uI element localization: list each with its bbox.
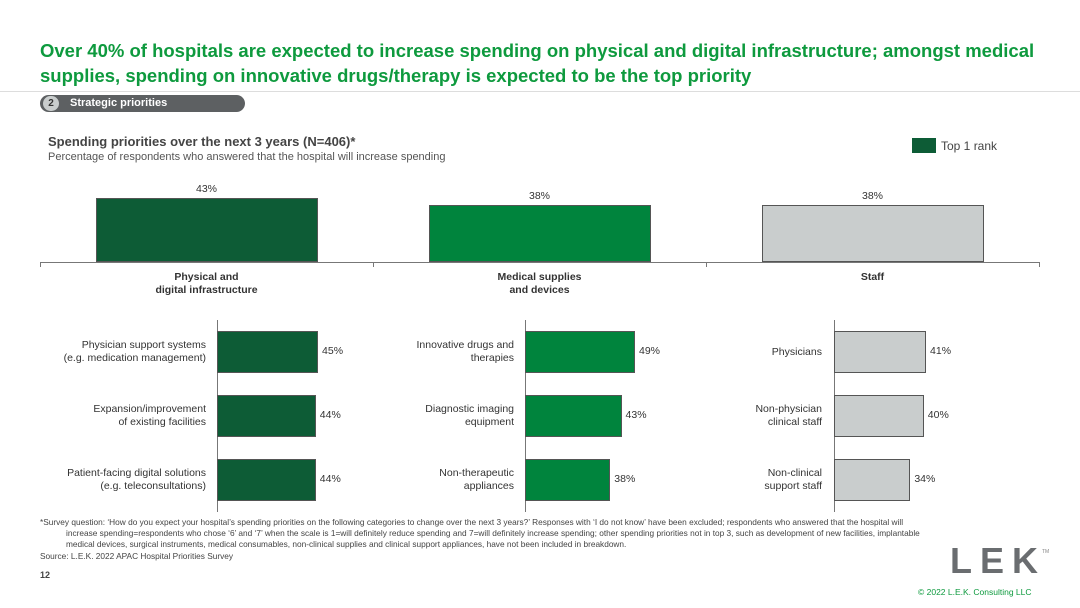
category-label: Non-clinical support staff bbox=[764, 467, 822, 492]
divider bbox=[0, 91, 1080, 92]
value-label: 38% bbox=[861, 190, 883, 203]
category-label: Physician support systems (e.g. medicati… bbox=[63, 339, 206, 364]
category-label: Patient-facing digital solutions (e.g. t… bbox=[67, 467, 206, 492]
slide-title: Over 40% of hospitals are expected to in… bbox=[40, 40, 1035, 86]
axis-tick bbox=[706, 262, 707, 267]
axis-tick bbox=[40, 262, 41, 267]
value-label: 43% bbox=[195, 182, 217, 195]
category-label: Non-physician clinical staff bbox=[755, 403, 822, 428]
bar bbox=[834, 395, 924, 437]
legend-label: Top 1 rank bbox=[941, 139, 998, 153]
value-label: 44% bbox=[319, 473, 341, 485]
value-label: 40% bbox=[927, 409, 949, 421]
source: Source: L.E.K. 2022 APAC Hospital Priori… bbox=[40, 551, 234, 561]
category-label: Physicians bbox=[771, 345, 822, 358]
legend-swatch bbox=[912, 138, 936, 153]
bar bbox=[761, 205, 984, 262]
category-label: Physical and digital infrastructure bbox=[155, 271, 258, 296]
copyright: © 2022 L.E.K. Consulting LLC bbox=[918, 587, 1032, 597]
bar bbox=[834, 459, 911, 501]
footnote: *Survey question: ‘How do you expect you… bbox=[40, 517, 920, 549]
axis-line bbox=[40, 262, 1040, 263]
bar bbox=[217, 331, 319, 373]
bar bbox=[217, 459, 316, 501]
axis-tick bbox=[1039, 262, 1040, 267]
category-label: Non-therapeutic appliances bbox=[439, 467, 514, 492]
value-label: 49% bbox=[639, 345, 661, 357]
bar bbox=[95, 197, 318, 262]
chart-title: Spending priorities over the next 3 year… bbox=[48, 134, 356, 149]
value-label: 41% bbox=[930, 345, 952, 357]
category-label: Innovative drugs and therapies bbox=[416, 339, 514, 364]
value-label: 44% bbox=[319, 409, 341, 421]
bar bbox=[525, 331, 635, 373]
bar bbox=[834, 331, 927, 373]
chart-subtitle: Percentage of respondents who answered t… bbox=[48, 151, 446, 163]
section-pill bbox=[40, 95, 245, 112]
bar bbox=[428, 205, 651, 262]
category-label: Expansion/improvement of existing facili… bbox=[93, 403, 206, 428]
category-label: Staff bbox=[860, 271, 885, 283]
bar bbox=[217, 395, 316, 437]
category-label: Medical supplies and devices bbox=[497, 271, 582, 296]
section-number: 2 bbox=[43, 96, 59, 111]
value-label: 45% bbox=[322, 345, 344, 357]
value-label: 34% bbox=[914, 473, 936, 485]
category-label: Diagnostic imaging equipment bbox=[425, 403, 514, 428]
logo: LEK bbox=[950, 540, 1046, 581]
value-label: 38% bbox=[614, 473, 636, 485]
bar bbox=[525, 459, 611, 501]
axis-tick bbox=[373, 262, 374, 267]
trademark: TM bbox=[1042, 549, 1050, 555]
value-label: 43% bbox=[625, 409, 647, 421]
bar bbox=[525, 395, 622, 437]
page-number: 12 bbox=[40, 570, 51, 580]
value-label: 38% bbox=[528, 190, 550, 203]
section-label: Strategic priorities bbox=[70, 97, 168, 109]
